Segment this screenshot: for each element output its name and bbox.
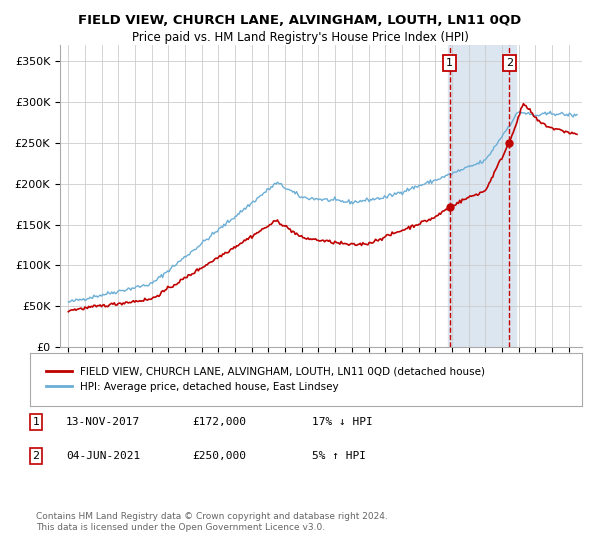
Text: FIELD VIEW, CHURCH LANE, ALVINGHAM, LOUTH, LN11 0QD: FIELD VIEW, CHURCH LANE, ALVINGHAM, LOUT…	[79, 14, 521, 27]
Text: £172,000: £172,000	[192, 417, 246, 427]
Text: Price paid vs. HM Land Registry's House Price Index (HPI): Price paid vs. HM Land Registry's House …	[131, 31, 469, 44]
Text: 2: 2	[506, 58, 513, 68]
Text: £250,000: £250,000	[192, 451, 246, 461]
Text: 04-JUN-2021: 04-JUN-2021	[66, 451, 140, 461]
Text: 1: 1	[32, 417, 40, 427]
Text: 13-NOV-2017: 13-NOV-2017	[66, 417, 140, 427]
Text: 1: 1	[446, 58, 453, 68]
Text: 2: 2	[32, 451, 40, 461]
Bar	[448, 45, 516, 347]
Text: 17% ↓ HPI: 17% ↓ HPI	[312, 417, 373, 427]
Legend: FIELD VIEW, CHURCH LANE, ALVINGHAM, LOUTH, LN11 0QD (detached house), HPI: Avera: FIELD VIEW, CHURCH LANE, ALVINGHAM, LOUT…	[41, 362, 491, 397]
Text: Contains HM Land Registry data © Crown copyright and database right 2024.
This d: Contains HM Land Registry data © Crown c…	[36, 512, 388, 532]
Text: 5% ↑ HPI: 5% ↑ HPI	[312, 451, 366, 461]
